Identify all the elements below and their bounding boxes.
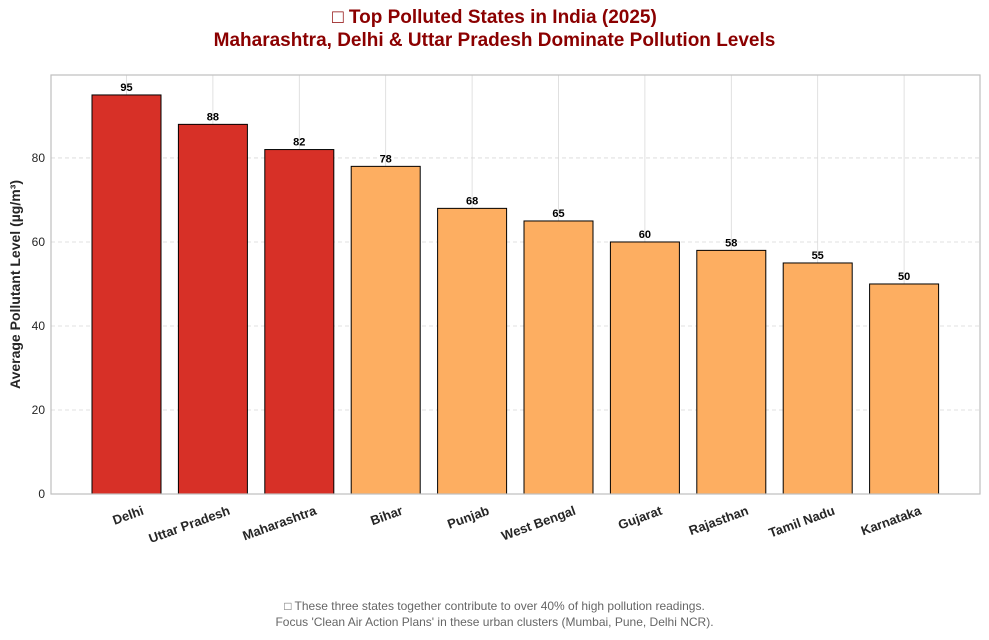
y-tick-label: 20 xyxy=(32,403,46,417)
y-tick-label: 40 xyxy=(32,319,46,333)
bar-value-label: 68 xyxy=(466,195,478,207)
bar-layer xyxy=(91,94,940,495)
bar xyxy=(523,220,594,495)
y-axis-label: Average Pollutant Level (µg/m³) xyxy=(7,180,23,389)
x-tick-label: Rajasthan xyxy=(687,503,751,538)
x-tick-label: Uttar Pradesh xyxy=(147,503,232,546)
y-tick-label: 60 xyxy=(32,235,46,249)
footnote-line-2: Focus 'Clean Air Action Plans' in these … xyxy=(275,615,714,629)
x-tick-label: Gujarat xyxy=(616,502,665,532)
plot-border xyxy=(50,74,981,495)
bar xyxy=(609,241,680,495)
bar-value-label: 55 xyxy=(812,250,824,262)
bar xyxy=(782,262,853,495)
bar xyxy=(177,123,248,495)
footnote-line-1: □ These three states together contribute… xyxy=(284,599,705,613)
bar xyxy=(264,149,335,495)
bar-value-label: 60 xyxy=(639,229,651,241)
bar-value-label: 88 xyxy=(207,111,219,123)
plot-frame xyxy=(50,74,981,495)
y-tick-label: 80 xyxy=(32,151,46,165)
x-tick-label: Delhi xyxy=(111,503,146,528)
bar-value-label: 82 xyxy=(293,137,305,149)
x-tick-label: Tamil Nadu xyxy=(767,503,837,541)
bar-value-label: 78 xyxy=(380,153,392,165)
chart-subtitle: Maharashtra, Delhi & Uttar Pradesh Domin… xyxy=(213,30,776,51)
bar-value-label: 50 xyxy=(898,271,910,283)
x-tick-label: Bihar xyxy=(368,503,404,528)
x-tick-label: Punjab xyxy=(445,503,491,532)
bar-value-label: 95 xyxy=(120,82,132,94)
bar xyxy=(350,165,421,495)
x-tick-label: Karnataka xyxy=(859,502,924,538)
x-tick-label: West Bengal xyxy=(499,503,577,544)
x-tick-label: Maharashtra xyxy=(241,502,319,543)
bar xyxy=(869,283,940,495)
bar xyxy=(696,249,767,495)
bar xyxy=(91,94,162,495)
y-tick-label: 0 xyxy=(38,487,45,501)
bar-value-label: 65 xyxy=(552,208,564,220)
bar-value-label: 58 xyxy=(725,237,737,249)
chart-title: □ Top Polluted States in India (2025) xyxy=(332,7,657,28)
bar xyxy=(437,207,508,495)
value-label-layer: 95 88 82 78 68 65 60 58 55 50 xyxy=(120,82,910,283)
